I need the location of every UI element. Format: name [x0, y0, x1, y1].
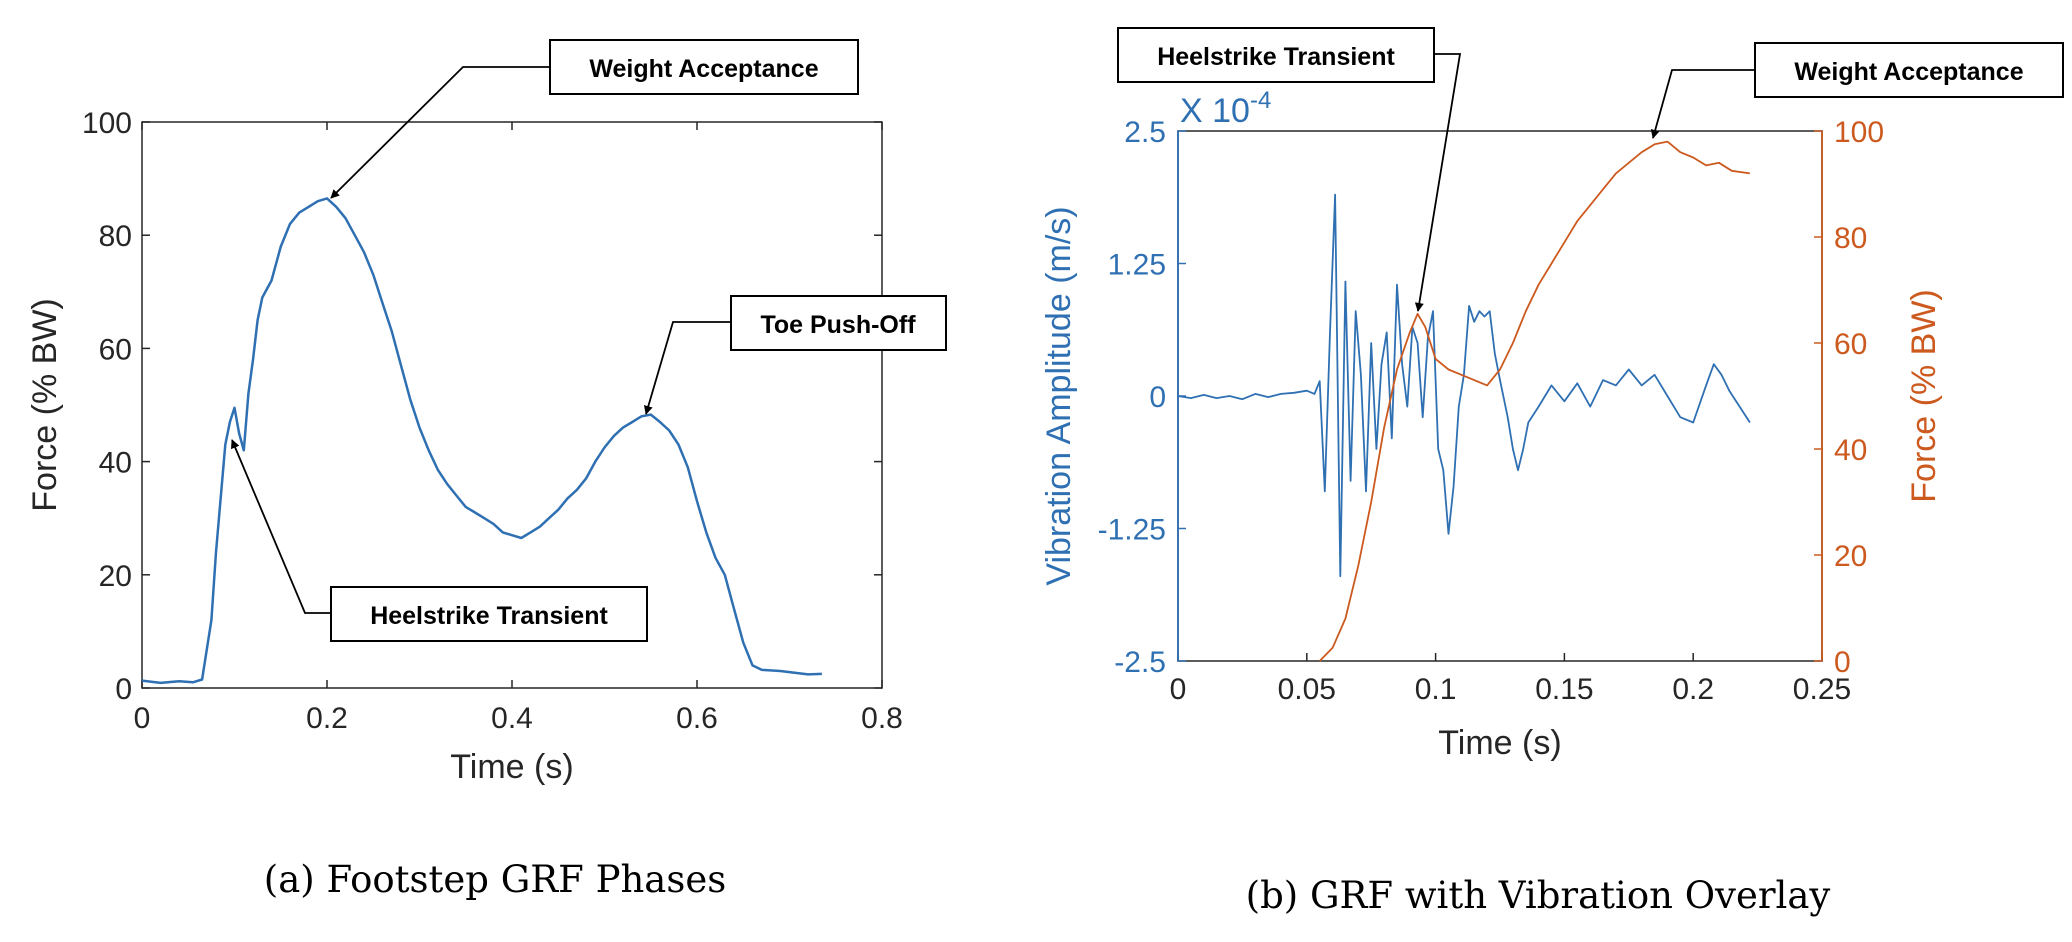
chart-a-tick-labels: 0 0.2 0.4 0.6 0.8 0 20 40 60 80 100: [82, 107, 903, 735]
chart-b-force-line: [1319, 140, 1751, 662]
chart-b-annotation-heelstrike-transient: Heelstrike Transient: [1117, 27, 1462, 312]
chart-b-y-axis-label-right: Force (% BW): [1905, 289, 1943, 502]
y-tick-label: 60: [99, 333, 132, 366]
annotation-box: [1117, 27, 1435, 83]
x-tick-label: 0.15: [1535, 673, 1593, 706]
annotation-box: [730, 295, 947, 351]
x-tick-label: 0.2: [1672, 673, 1714, 706]
annotation-arrow: [643, 321, 731, 415]
annotation-label: Heelstrike Transient: [370, 602, 608, 630]
chart-a-annotation-toe-push-off: Toe Push-Off: [643, 295, 947, 415]
y-tick-label: 80: [99, 220, 132, 253]
chart-a-y-axis-label: Force (% BW): [26, 298, 64, 511]
chart-b-x-axis-label: Time (s): [1438, 724, 1561, 762]
chart-b-exponent-label: X 10-4: [1180, 87, 1271, 130]
chart-b-annotation-weight-acceptance: Weight Acceptance: [1650, 42, 2064, 139]
exponent-power: -4: [1250, 87, 1271, 114]
y-tick-label-left: 1.25: [1108, 249, 1166, 282]
annotation-box: [1754, 42, 2064, 98]
chart-a: 0 0.2 0.4 0.6 0.8 0 20 40 60 80 100 Time (s) Force…: [26, 39, 947, 786]
chart-b-vibration-line: [1177, 193, 1751, 578]
annotation-box: [549, 39, 859, 95]
annotation-label: Heelstrike Transient: [1157, 43, 1395, 71]
chart-a-ticks: [141, 121, 883, 689]
annotation-label: Weight Acceptance: [1794, 58, 2023, 86]
x-tick-label: 0: [1170, 673, 1187, 706]
chart-b-y-axis-label-left: Vibration Amplitude (m/s): [1040, 206, 1078, 585]
x-tick-label: 0.4: [491, 702, 533, 735]
y-tick-label-left: 2.5: [1124, 116, 1166, 149]
chart-a-x-axis-label: Time (s): [450, 748, 573, 786]
y-tick-label-right: 20: [1834, 540, 1867, 573]
y-tick-label-right: 0: [1834, 646, 1851, 679]
caption-a: (a) Footstep GRF Phases: [264, 858, 726, 901]
y-tick-label: 20: [99, 560, 132, 593]
y-tick-label-right: 40: [1834, 434, 1867, 467]
x-tick-label: 0.1: [1415, 673, 1457, 706]
y-tick-label-right: 60: [1834, 328, 1867, 361]
x-tick-label: 0.2: [306, 702, 348, 735]
y-tick-label-right: 80: [1834, 222, 1867, 255]
x-tick-label: 0.6: [676, 702, 718, 735]
x-tick-label: 0.8: [861, 702, 903, 735]
chart-b: 0 0.05 0.1 0.15 0.2 0.25 -2.5 -1.25 0 1.25 2.5 0 20 4…: [1040, 27, 2064, 762]
x-tick-label: 0.05: [1278, 673, 1336, 706]
chart-b-tick-labels: 0 0.05 0.1 0.15 0.2 0.25 -2.5 -1.25 0 1.25 2.5 0 20 4…: [1098, 116, 1884, 706]
annotation-arrow: [1650, 69, 1755, 139]
annotation-arrow: [330, 66, 550, 199]
x-tick-label: 0.25: [1793, 673, 1851, 706]
x-tick-label: 0: [134, 702, 151, 735]
chart-a-annotation-weight-acceptance: Weight Acceptance: [330, 39, 859, 199]
annotation-arrow: [1414, 53, 1462, 312]
y-tick-label: 0: [115, 673, 132, 706]
annotation-box: [330, 586, 648, 642]
y-tick-label: 100: [82, 107, 132, 140]
y-tick-label: 40: [99, 447, 132, 480]
annotation-arrow: [231, 439, 331, 614]
y-tick-label-left: -1.25: [1098, 514, 1166, 547]
chart-a-grf-line: [141, 197, 822, 685]
y-tick-label-left: -2.5: [1114, 646, 1166, 679]
annotation-label: Toe Push-Off: [760, 311, 916, 339]
chart-a-annotation-heelstrike-transient: Heelstrike Transient: [231, 439, 648, 642]
annotation-label: Weight Acceptance: [589, 55, 818, 83]
y-tick-label-left: 0: [1149, 381, 1166, 414]
y-tick-label-right: 100: [1834, 116, 1884, 149]
exponent-base: X 10: [1180, 92, 1250, 130]
caption-b: (b) GRF with Vibration Overlay: [1246, 874, 1831, 917]
